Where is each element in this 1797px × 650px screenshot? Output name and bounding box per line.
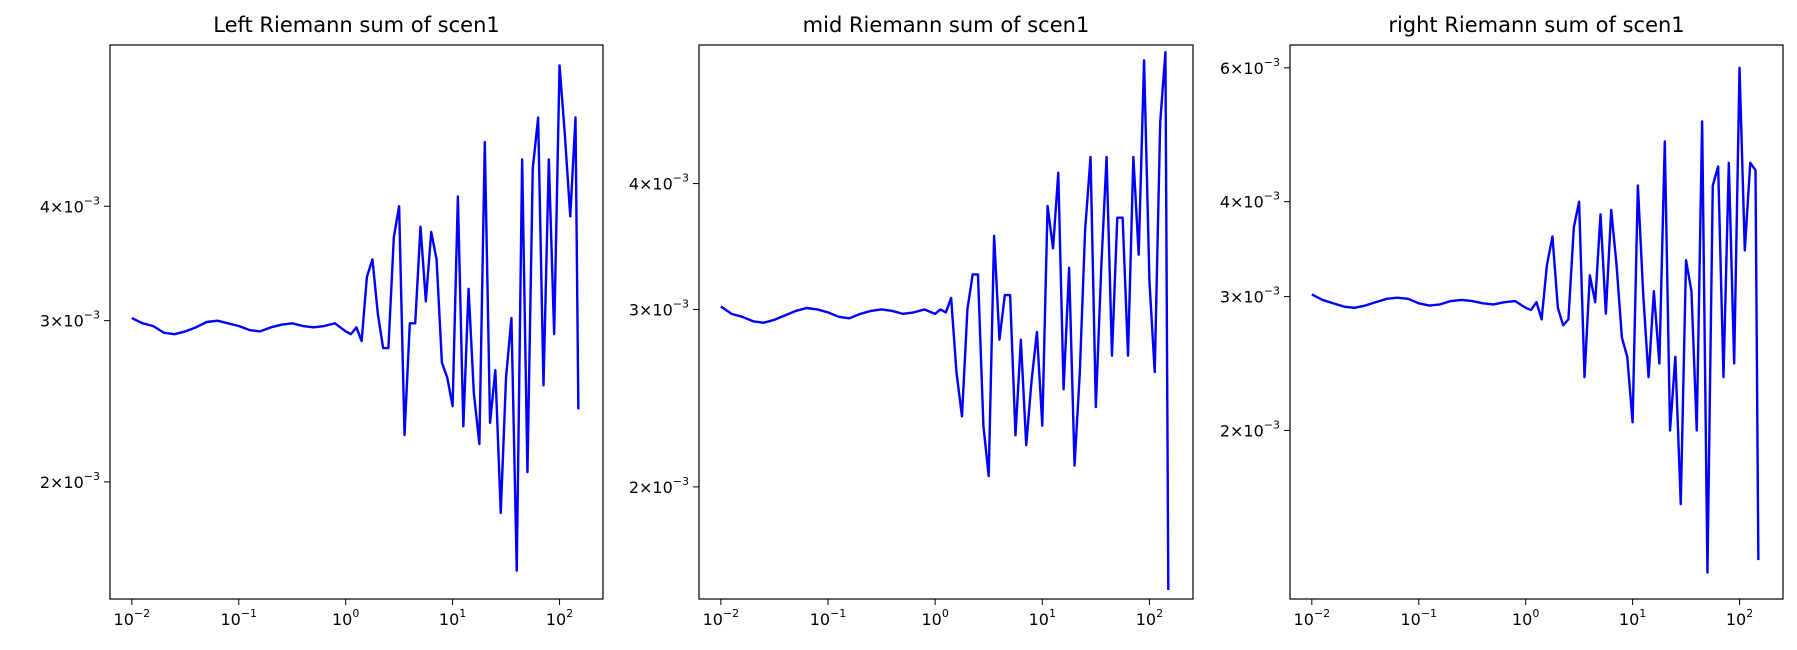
tick-label: 101 bbox=[439, 607, 466, 629]
tick-base: 10 bbox=[1029, 610, 1049, 629]
tick-base: 10 bbox=[1512, 610, 1532, 629]
tick-base: 2×10 bbox=[629, 478, 673, 497]
tick-base: 3×10 bbox=[40, 312, 84, 331]
tick-base: 3×10 bbox=[629, 300, 673, 319]
subplot-title: right Riemann sum of scen1 bbox=[1388, 13, 1684, 37]
tick-base: 4×10 bbox=[629, 175, 673, 194]
tick-label: 102 bbox=[1726, 607, 1753, 629]
tick-exponent: −3 bbox=[84, 194, 100, 207]
data-line bbox=[720, 51, 1170, 591]
tick-base: 6×10 bbox=[1220, 59, 1264, 78]
tick-base: 10 bbox=[546, 610, 566, 629]
tick-exponent: −3 bbox=[673, 297, 689, 310]
tick-exponent: 1 bbox=[1639, 607, 1646, 620]
tick-label: 10−1 bbox=[1400, 607, 1437, 629]
tick-label: 6×10−3 bbox=[1220, 56, 1280, 78]
tick-label: 10−1 bbox=[220, 607, 257, 629]
tick-base: 10 bbox=[703, 610, 723, 629]
tick-exponent: −3 bbox=[673, 172, 689, 185]
tick-label: 2×10−3 bbox=[40, 470, 100, 492]
tick-base: 10 bbox=[114, 610, 134, 629]
axes-frame bbox=[698, 44, 1194, 600]
tick-base: 10 bbox=[1136, 610, 1156, 629]
subplot-title: Left Riemann sum of scen1 bbox=[213, 13, 500, 37]
tick-label: 4×10−3 bbox=[629, 172, 689, 194]
subplot-title: mid Riemann sum of scen1 bbox=[803, 13, 1090, 37]
tick-exponent: −2 bbox=[134, 607, 150, 620]
tick-label: 101 bbox=[1619, 607, 1646, 629]
tick-label: 100 bbox=[1512, 607, 1539, 629]
tick-exponent: −3 bbox=[84, 470, 100, 483]
tick-exponent: −3 bbox=[1264, 56, 1280, 69]
tick-label: 10−2 bbox=[114, 607, 151, 629]
tick-label: 100 bbox=[332, 607, 359, 629]
tick-label: 102 bbox=[546, 607, 573, 629]
tick-exponent: 2 bbox=[566, 607, 573, 620]
tick-label: 3×10−3 bbox=[629, 297, 689, 319]
tick-base: 3×10 bbox=[1220, 288, 1264, 307]
tick-base: 10 bbox=[220, 610, 240, 629]
tick-base: 10 bbox=[439, 610, 459, 629]
tick-label: 3×10−3 bbox=[1220, 285, 1280, 307]
tick-label: 3×10−3 bbox=[40, 309, 100, 331]
tick-label: 101 bbox=[1029, 607, 1056, 629]
tick-exponent: 2 bbox=[1746, 607, 1753, 620]
tick-exponent: −3 bbox=[1264, 285, 1280, 298]
tick-base: 2×10 bbox=[40, 473, 84, 492]
axes-frame bbox=[109, 44, 604, 600]
axes-frame bbox=[1289, 44, 1784, 600]
tick-base: 4×10 bbox=[1220, 193, 1264, 212]
tick-exponent: 1 bbox=[459, 607, 466, 620]
tick-label: 4×10−3 bbox=[40, 194, 100, 216]
tick-label: 2×10−3 bbox=[629, 475, 689, 497]
tick-exponent: 0 bbox=[1532, 607, 1539, 620]
tick-label: 102 bbox=[1136, 607, 1163, 629]
tick-base: 10 bbox=[332, 610, 352, 629]
tick-exponent: −1 bbox=[1421, 607, 1437, 620]
tick-label: 10−2 bbox=[703, 607, 740, 629]
tick-base: 10 bbox=[810, 610, 830, 629]
tick-base: 10 bbox=[1619, 610, 1639, 629]
tick-exponent: 2 bbox=[1156, 607, 1163, 620]
tick-exponent: 0 bbox=[352, 607, 359, 620]
tick-base: 10 bbox=[1294, 610, 1314, 629]
tick-base: 2×10 bbox=[1220, 421, 1264, 440]
tick-exponent: −3 bbox=[673, 475, 689, 488]
tick-exponent: 0 bbox=[942, 607, 949, 620]
tick-exponent: −1 bbox=[241, 607, 257, 620]
data-line bbox=[131, 64, 580, 572]
tick-exponent: −3 bbox=[84, 309, 100, 322]
tick-exponent: −3 bbox=[1264, 190, 1280, 203]
tick-exponent: −2 bbox=[1314, 607, 1330, 620]
tick-label: 2×10−3 bbox=[1220, 418, 1280, 440]
tick-exponent: −3 bbox=[1264, 418, 1280, 431]
tick-label: 4×10−3 bbox=[1220, 190, 1280, 212]
tick-label: 10−1 bbox=[810, 607, 847, 629]
tick-label: 100 bbox=[921, 607, 948, 629]
tick-base: 10 bbox=[921, 610, 941, 629]
tick-exponent: −1 bbox=[830, 607, 846, 620]
tick-base: 10 bbox=[1400, 610, 1420, 629]
tick-label: 10−2 bbox=[1294, 607, 1331, 629]
tick-exponent: −2 bbox=[723, 607, 739, 620]
tick-exponent: 1 bbox=[1049, 607, 1056, 620]
tick-base: 10 bbox=[1726, 610, 1746, 629]
data-line bbox=[1311, 66, 1760, 574]
tick-base: 4×10 bbox=[40, 197, 84, 216]
